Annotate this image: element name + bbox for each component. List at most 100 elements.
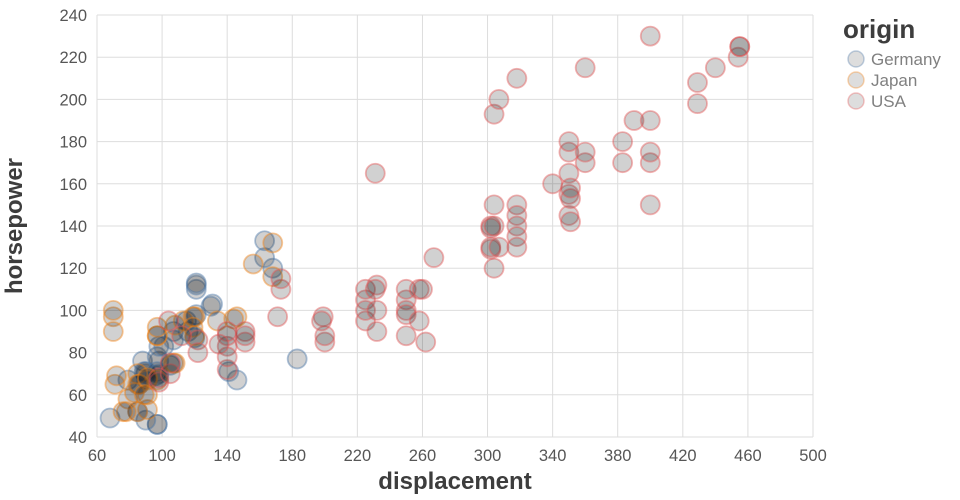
scatter-point-usa: [234, 325, 256, 347]
scatter-point-usa: [480, 217, 502, 239]
legend-item-usa: USA: [847, 92, 907, 111]
legend-label-japan: Japan: [871, 71, 917, 90]
scatter-point-usa: [558, 131, 580, 153]
scatter-point-japan: [102, 306, 124, 328]
x-tick-label: 180: [279, 447, 307, 465]
scatter-point-usa: [366, 274, 388, 296]
scatter-point-usa: [216, 359, 238, 380]
scatter-point-germany: [135, 363, 157, 385]
scatter-point-usa: [159, 352, 181, 374]
y-tick-label: 100: [59, 302, 87, 320]
scatter-point-usa: [480, 236, 502, 258]
points-layer: [99, 25, 751, 435]
scatter-point-usa: [574, 152, 596, 174]
scatter-point-japan: [137, 369, 158, 391]
scatter-point-japan: [164, 314, 186, 336]
scatter-point-germany: [202, 293, 223, 315]
legend-label-usa: USA: [871, 92, 907, 111]
scatter-point-germany: [163, 329, 184, 351]
scatter-point-usa: [558, 183, 580, 205]
scatter-point-usa: [364, 162, 386, 184]
scatter-point-usa: [355, 289, 376, 311]
legend-item-germany: Germany: [847, 50, 941, 69]
scatter-point-usa: [355, 299, 376, 321]
scatter-point-usa: [408, 310, 430, 332]
scatter-point-usa: [395, 325, 417, 347]
scatter-point-usa: [506, 236, 528, 258]
x-tick-label: 220: [344, 447, 372, 465]
scatter-point-usa: [558, 141, 580, 163]
legend: origin Germany Japan USA: [843, 14, 941, 111]
scatter-point-germany: [254, 247, 276, 269]
scatter-point-usa: [560, 211, 581, 233]
x-tick-label: 140: [213, 447, 241, 465]
scatter-point-usa: [208, 333, 230, 355]
scatter-point-usa: [158, 310, 180, 332]
scatter-point-usa: [558, 205, 580, 226]
scatter-point-japan: [146, 316, 168, 338]
scatter-point-germany: [146, 346, 168, 368]
scatter-point-usa: [574, 141, 596, 163]
scatter-point-japan: [172, 310, 194, 332]
scatter-point-usa: [366, 321, 388, 342]
scatter-point-japan: [137, 367, 158, 389]
scatter-point-usa: [574, 57, 596, 79]
scatter-point-germany: [200, 295, 222, 317]
scatter-point-usa: [506, 226, 528, 247]
scatter-point-japan: [112, 401, 134, 423]
scatter-point-usa: [639, 194, 661, 216]
scatter-point-usa: [687, 72, 708, 93]
scatter-point-germany: [254, 230, 276, 252]
scatter-point-usa: [366, 299, 388, 321]
x-tick-label: 460: [734, 447, 762, 465]
y-tick-label: 240: [59, 7, 87, 25]
scatter-point-germany: [226, 369, 248, 391]
scatter-point-germany: [163, 321, 184, 342]
scatter-point-usa: [639, 25, 661, 47]
x-axis-title: displacement: [378, 468, 531, 495]
scatter-point-usa: [506, 67, 528, 89]
x-tick-label: 340: [539, 447, 567, 465]
scatter-point-germany: [286, 348, 308, 370]
scatter-point-usa: [312, 306, 334, 328]
scatter-point-japan: [133, 384, 155, 406]
scatter-point-japan: [128, 373, 150, 395]
scatter-point-usa: [639, 141, 661, 163]
scatter-point-germany: [135, 409, 157, 431]
scatter-point-germany: [127, 401, 149, 423]
y-axis-title: horsepower: [1, 158, 28, 294]
scatter-point-germany: [146, 361, 168, 382]
scatter-point-usa: [423, 247, 445, 269]
scatter-point-usa: [171, 325, 193, 347]
y-tick-label: 60: [69, 387, 87, 405]
scatter-point-usa: [364, 278, 386, 300]
scatter-point-usa: [483, 194, 505, 216]
scatter-point-usa: [542, 173, 564, 195]
y-tick-label: 200: [59, 91, 87, 109]
scatter-point-usa: [506, 194, 528, 216]
scatter-point-usa: [415, 331, 437, 353]
scatter-point-germany: [262, 257, 284, 279]
scatter-point-usa: [480, 238, 502, 260]
scatter-point-germany: [185, 304, 207, 326]
scatter-point-usa: [216, 325, 238, 347]
y-tick-label: 80: [69, 345, 87, 363]
scatter-point-usa: [412, 278, 433, 300]
scatter-point-japan: [262, 232, 284, 254]
scatter-point-germany: [148, 335, 170, 357]
scatter-point-usa: [148, 367, 170, 389]
scatter-point-usa: [488, 89, 510, 110]
scatter-point-usa: [216, 346, 238, 368]
scatter-point-germany: [99, 407, 121, 429]
x-tick-label: 380: [604, 447, 632, 465]
scatter-point-japan: [163, 352, 184, 374]
scatter-point-usa: [687, 93, 708, 115]
scatter-point-usa: [187, 329, 209, 351]
scatter-point-usa: [612, 152, 634, 174]
scatter-point-usa: [270, 268, 292, 290]
scatter-point-germany: [185, 274, 207, 296]
x-tick-label: 420: [669, 447, 697, 465]
scatter-point-japan: [262, 266, 284, 288]
